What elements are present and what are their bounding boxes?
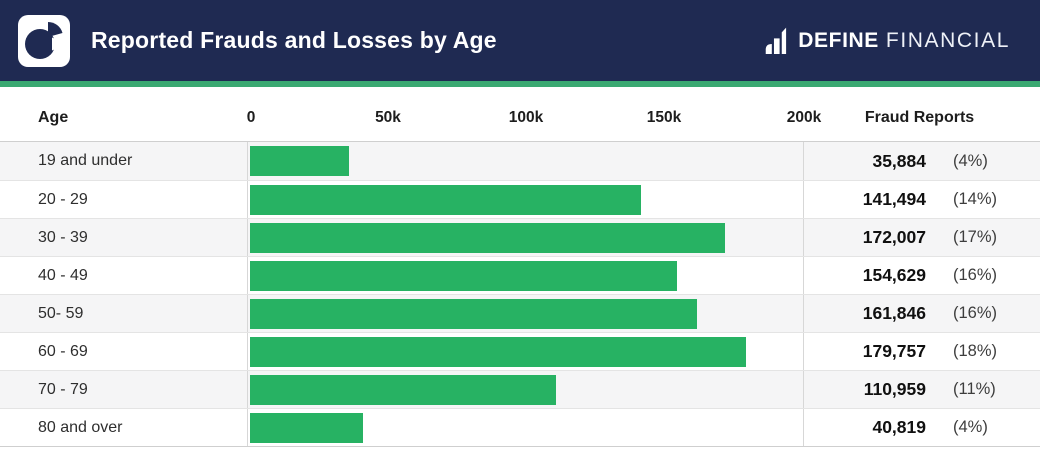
fraud-bar bbox=[250, 222, 725, 253]
bar-cell bbox=[247, 219, 803, 256]
bar-cell bbox=[247, 333, 803, 370]
age-label: 50- 59 bbox=[38, 304, 84, 322]
table-row: 60 - 69 179,757 (18%) bbox=[0, 332, 1040, 370]
brand-name-light: FINANCIAL bbox=[885, 28, 1010, 52]
axis-tick-100k: 100k bbox=[508, 109, 544, 126]
fraud-bar bbox=[250, 184, 641, 215]
report-value: 154,629 bbox=[862, 265, 926, 285]
table-header-row: Age 0 50k 100k 150k 200k Fraud Reports bbox=[0, 95, 1040, 142]
fraud-bar bbox=[250, 336, 746, 367]
reports-cell: 40,819 (4%) bbox=[803, 409, 1040, 446]
fraud-bar bbox=[250, 146, 349, 176]
brand-logo: DEFINE FINANCIAL bbox=[764, 25, 1010, 57]
report-value: 179,757 bbox=[862, 341, 926, 361]
axis-tick-150k: 150k bbox=[646, 109, 682, 126]
table-row: 80 and over 40,819 (4%) bbox=[0, 408, 1040, 446]
report-value: 141,494 bbox=[862, 189, 926, 209]
x-axis: 0 50k 100k 150k 200k bbox=[246, 95, 822, 141]
report-percent: (16%) bbox=[953, 304, 998, 322]
report-percent: (4%) bbox=[953, 151, 988, 170]
bar-cell bbox=[247, 409, 803, 446]
bar-cell bbox=[247, 295, 803, 332]
table-row: 20 - 29 141,494 (14%) bbox=[0, 180, 1040, 218]
axis-tick-200k: 200k bbox=[786, 109, 822, 126]
reports-cell: 172,007 (17%) bbox=[803, 219, 1040, 256]
report-percent: (17%) bbox=[953, 228, 998, 246]
report-percent: (11%) bbox=[953, 380, 996, 398]
brand-name-bold: DEFINE bbox=[798, 28, 879, 52]
fraud-bar bbox=[250, 298, 697, 329]
bar-cell bbox=[247, 181, 803, 218]
bar-chart-icon bbox=[766, 27, 787, 54]
report-percent: (4%) bbox=[953, 418, 988, 436]
header-bar: Reported Frauds and Losses by Age DEFINE… bbox=[0, 0, 1040, 81]
age-label: 19 and under bbox=[38, 152, 133, 169]
fraud-reports-column-header: Fraud Reports bbox=[864, 109, 975, 126]
table-body: 19 and under 35,884 (4%) 20 - 29 141,494… bbox=[0, 142, 1040, 447]
age-label: 70 - 79 bbox=[38, 380, 88, 398]
report-value: 35,884 bbox=[872, 150, 926, 171]
pie-chart-arrow-icon bbox=[18, 14, 70, 67]
fraud-bar bbox=[250, 374, 556, 405]
bar-cell bbox=[247, 257, 803, 294]
age-label: 40 - 49 bbox=[38, 266, 88, 284]
age-label: 30 - 39 bbox=[38, 228, 88, 246]
age-label: 60 - 69 bbox=[38, 342, 88, 360]
reports-cell: 161,846 (16%) bbox=[803, 295, 1040, 332]
age-label: 20 - 29 bbox=[38, 190, 88, 208]
age-column-header: Age bbox=[38, 109, 69, 126]
page-title: Reported Frauds and Losses by Age bbox=[91, 27, 497, 53]
report-percent: (16%) bbox=[953, 266, 998, 284]
report-percent: (14%) bbox=[953, 190, 998, 208]
table-row: 30 - 39 172,007 (17%) bbox=[0, 218, 1040, 256]
fraud-bar bbox=[250, 260, 677, 291]
table-row: 70 - 79 110,959 (11%) bbox=[0, 370, 1040, 408]
table-row: 50- 59 161,846 (16%) bbox=[0, 294, 1040, 332]
bar-cell bbox=[247, 142, 803, 180]
accent-strip bbox=[0, 81, 1040, 87]
fraud-bar bbox=[250, 412, 363, 443]
reports-cell: 179,757 (18%) bbox=[803, 333, 1040, 370]
bar-cell bbox=[247, 371, 803, 408]
report-value: 172,007 bbox=[862, 227, 926, 247]
axis-tick-50k: 50k bbox=[375, 109, 401, 126]
axis-tick-0: 0 bbox=[246, 109, 256, 126]
report-percent: (18%) bbox=[953, 342, 998, 360]
age-label: 80 and over bbox=[38, 418, 123, 436]
reports-cell: 110,959 (11%) bbox=[803, 371, 1040, 408]
report-value: 161,846 bbox=[862, 303, 926, 323]
reports-cell: 141,494 (14%) bbox=[803, 181, 1040, 218]
table-row: 19 and under 35,884 (4%) bbox=[0, 142, 1040, 180]
report-value: 110,959 bbox=[863, 379, 926, 399]
reports-cell: 154,629 (16%) bbox=[803, 257, 1040, 294]
table-row: 40 - 49 154,629 (16%) bbox=[0, 256, 1040, 294]
report-value: 40,819 bbox=[872, 417, 926, 437]
fraud-table: Age 0 50k 100k 150k 200k Fraud Reports 1… bbox=[0, 95, 1040, 447]
reports-cell: 35,884 (4%) bbox=[803, 142, 1040, 180]
